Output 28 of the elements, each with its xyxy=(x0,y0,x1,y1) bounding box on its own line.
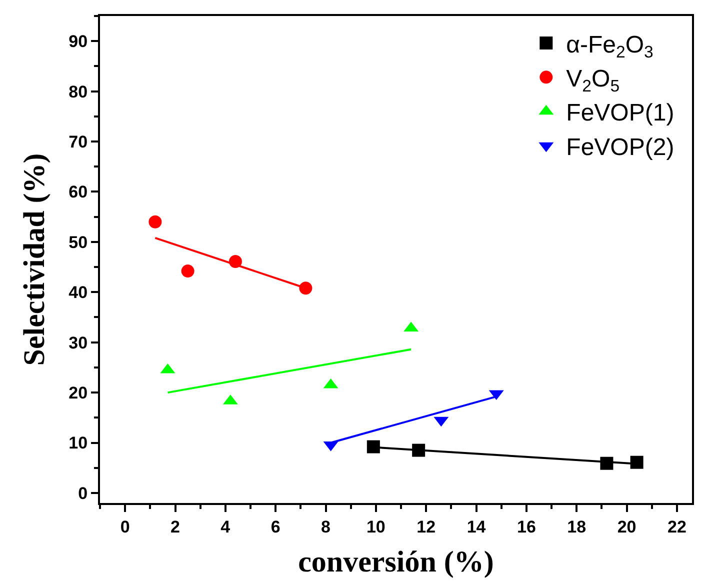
y-tick-label: 50 xyxy=(68,232,88,252)
legend-label: α-Fe$_{2}$O$_{3}$ xyxy=(566,31,654,62)
x-tick-label: 14 xyxy=(466,517,486,536)
y-tick-label: 60 xyxy=(68,182,88,202)
y-tick-label: 40 xyxy=(68,283,88,302)
x-tick-label: 22 xyxy=(667,517,686,536)
x-tick-label: 6 xyxy=(270,517,280,536)
y-axis-title: Selectividad (%) xyxy=(18,153,52,366)
x-tick-label: 16 xyxy=(516,517,536,536)
y-tick-label: 80 xyxy=(68,82,88,102)
legend-label: FeVOP(1) xyxy=(566,100,674,127)
legend-label: FeVOP(2) xyxy=(566,134,674,161)
x-tick-label: 0 xyxy=(120,517,130,536)
y-tick-label: 30 xyxy=(68,333,88,352)
y-tick-label: 70 xyxy=(68,132,88,152)
x-tick-label: 12 xyxy=(416,517,436,536)
x-tick-label: 2 xyxy=(170,517,180,536)
x-tick-label: 20 xyxy=(617,517,636,536)
x-tick-label: 18 xyxy=(567,517,586,536)
y-tick-label: 90 xyxy=(68,32,88,52)
legend-label: V$_{2}$O$_{5}$ xyxy=(566,66,620,96)
x-tick-label: 10 xyxy=(366,517,386,536)
y-tick-label: 10 xyxy=(68,434,88,453)
y-tick-label: 0 xyxy=(78,484,88,503)
x-tick-label: 4 xyxy=(220,517,231,536)
x-axis-title: conversión (%) xyxy=(298,545,494,578)
x-tick-label: 8 xyxy=(321,517,330,536)
y-tick-label: 20 xyxy=(68,384,88,402)
